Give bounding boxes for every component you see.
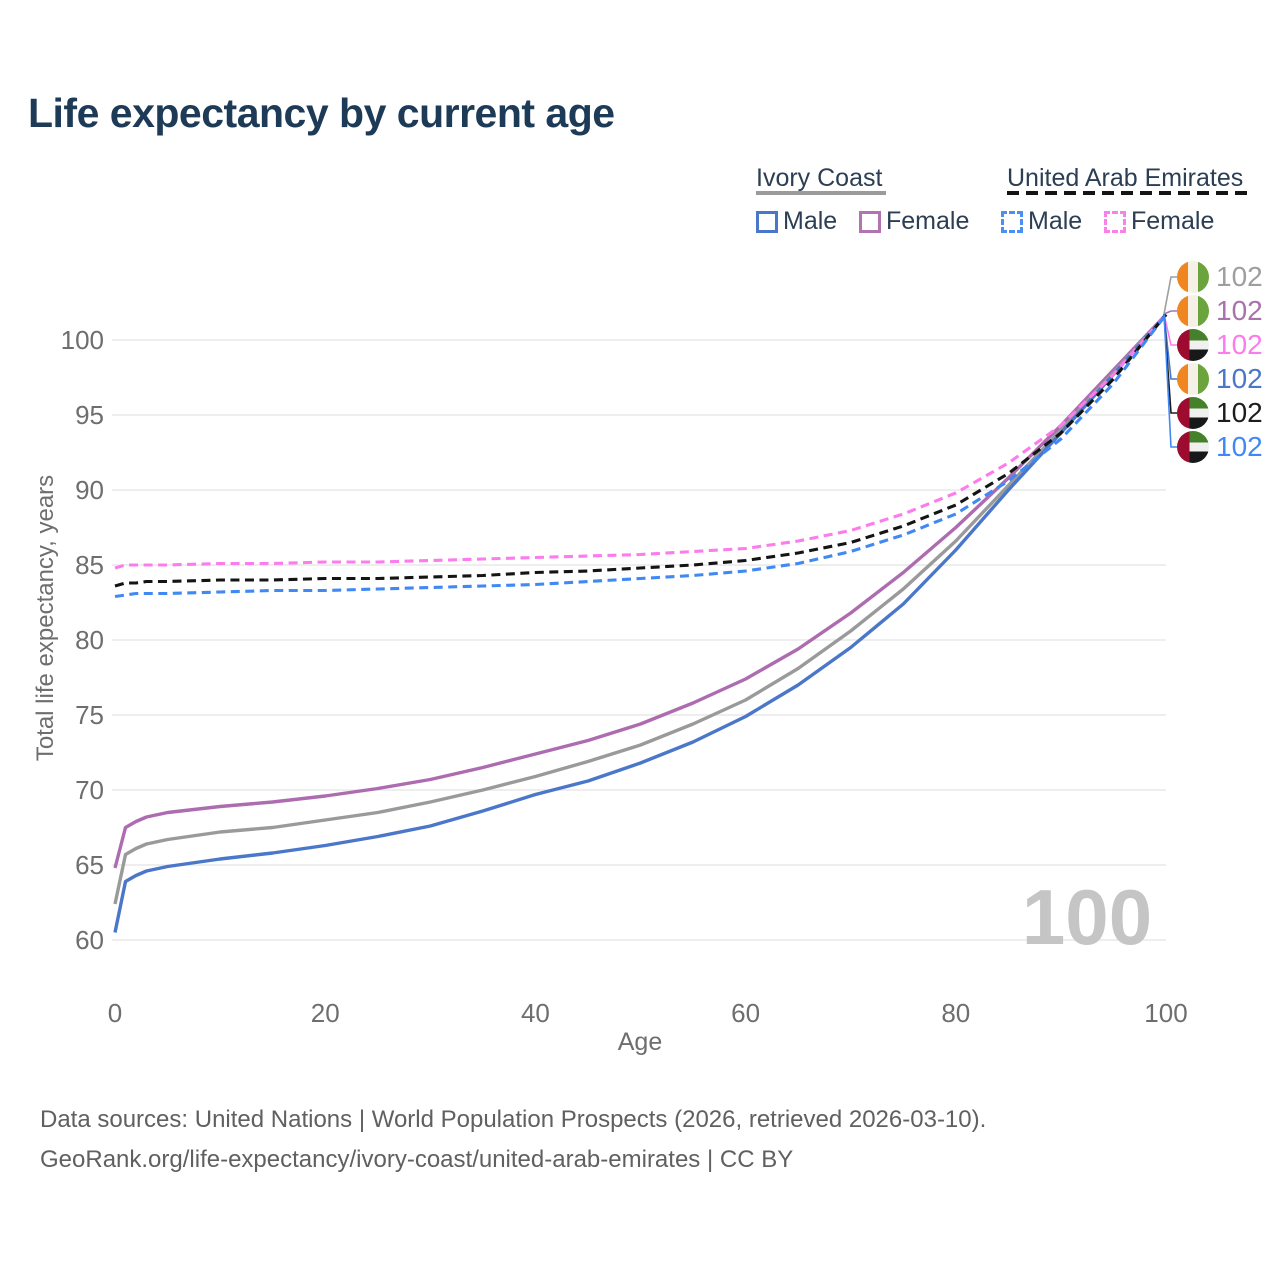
series-line-ivory-coast-total[interactable] (113, 313, 1168, 905)
series-line-united-arab-emirates-female[interactable] (114, 313, 1168, 570)
x-tick-label: 100 (1144, 998, 1187, 1028)
x-tick-label: 60 (731, 998, 760, 1028)
ivory-coast-flag-icon (1177, 261, 1209, 293)
legend-item-label: Female (1131, 207, 1215, 235)
y-tick-label: 100 (61, 325, 104, 355)
line-end-label: 102 (1177, 431, 1263, 463)
end-value: 102 (1216, 363, 1263, 394)
legend-item-uae-male[interactable]: Male (1001, 207, 1082, 236)
y-tick-label: 95 (75, 400, 104, 430)
uae-flag-icon (1177, 329, 1209, 361)
data-sources-note: Data sources: United Nations | World Pop… (40, 1106, 987, 1133)
legend-item-label: Male (783, 207, 838, 235)
series-line-ivory-coast-female[interactable] (113, 313, 1168, 869)
line-end-label: 102 (1177, 295, 1263, 327)
legend-group-ivory-coast[interactable]: Ivory Coast (756, 164, 883, 192)
y-tick-label: 85 (75, 550, 104, 580)
end-value: 102 (1216, 397, 1263, 428)
line-end-label: 102 (1177, 329, 1263, 361)
y-tick-label: 90 (75, 475, 104, 505)
ivory-coast-male-swatch (756, 210, 778, 233)
end-value: 102 (1216, 431, 1263, 462)
uae-female-swatch (1104, 210, 1126, 233)
uae-male-swatch (1001, 210, 1023, 233)
x-axis-title: Age (617, 1028, 663, 1056)
end-value: 102 (1216, 295, 1263, 326)
attribution-note: GeoRank.org/life-expectancy/ivory-coast/… (40, 1146, 794, 1173)
legend-item-ivory-coast-male[interactable]: Male (756, 207, 837, 236)
y-tick-label: 60 (75, 925, 104, 955)
series-line-united-arab-emirates-male[interactable] (114, 313, 1168, 599)
ivory-coast-line-sample (756, 191, 886, 195)
ivory-coast-flag-icon (1177, 363, 1209, 395)
ivory-coast-female-swatch (859, 210, 881, 233)
legend-item-uae-female[interactable]: Female (1104, 207, 1214, 236)
y-tick-label: 75 (75, 700, 104, 730)
legend-item-label: Male (1028, 207, 1083, 235)
x-tick-label: 40 (521, 998, 550, 1028)
united-arab-emirates-line-sample (1007, 191, 1253, 195)
uae-flag-icon (1177, 397, 1209, 429)
y-axis-title: Total life expectancy, years (32, 474, 59, 762)
y-tick-label: 65 (75, 850, 104, 880)
end-label-connector (1163, 313, 1177, 448)
series-line-ivory-coast-male[interactable] (113, 313, 1168, 933)
end-label-connector (1163, 310, 1177, 315)
legend-group-united-arab-emirates[interactable]: United Arab Emirates (1007, 164, 1244, 192)
line-end-label: 102 (1177, 261, 1263, 293)
end-value: 102 (1216, 329, 1263, 360)
end-label-connector (1163, 276, 1177, 315)
line-end-label: 102 (1177, 397, 1263, 429)
page-title: Life expectancy by current age (28, 90, 615, 136)
x-tick-label: 20 (311, 998, 340, 1028)
ivory-coast-flag-icon (1177, 295, 1209, 327)
x-tick-label: 0 (108, 998, 122, 1028)
series-line-united-arab-emirates-total[interactable] (114, 313, 1168, 588)
end-value: 102 (1216, 261, 1263, 292)
y-tick-label: 80 (75, 625, 104, 655)
end-label-connector (1163, 313, 1177, 346)
uae-flag-icon (1177, 431, 1209, 463)
x-tick-label: 80 (941, 998, 970, 1028)
line-end-label: 102 (1177, 363, 1263, 395)
y-tick-label: 70 (75, 775, 104, 805)
legend-item-ivory-coast-female[interactable]: Female (859, 207, 969, 236)
legend-item-label: Female (886, 207, 970, 235)
age-watermark: 100 (1021, 873, 1153, 961)
